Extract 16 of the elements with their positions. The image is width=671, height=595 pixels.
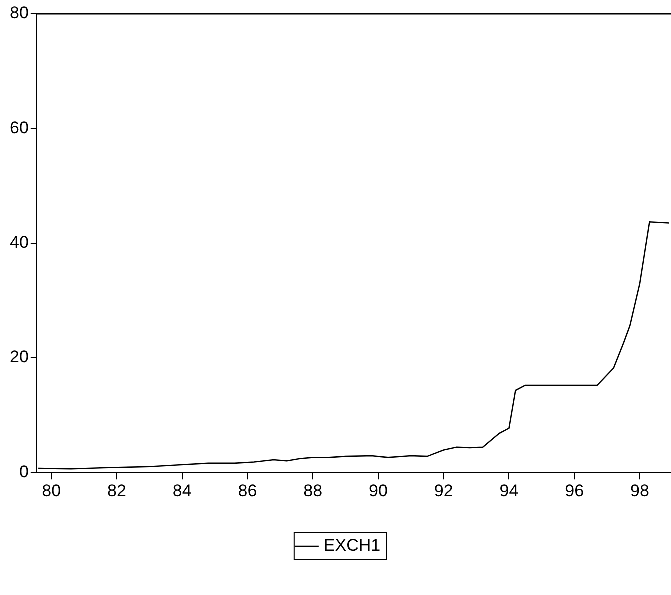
x-tick-label: 98 <box>630 481 650 500</box>
y-tick-label: 0 <box>19 462 29 482</box>
x-tick-label: 92 <box>434 481 454 500</box>
x-tick-label: 94 <box>500 481 519 500</box>
y-tick-label: 20 <box>10 348 29 367</box>
x-tick-label: 88 <box>304 481 323 500</box>
x-tick-label: 82 <box>108 481 126 500</box>
x-tick-label: 80 <box>42 481 62 500</box>
x-tick-label: 96 <box>565 481 584 500</box>
y-tick-label: 40 <box>10 232 29 252</box>
x-tick-label: 86 <box>238 481 258 500</box>
x-tick-label: 84 <box>172 481 192 500</box>
legend-label: EXCH1 <box>324 536 381 556</box>
y-tick-label: 80 <box>10 4 29 23</box>
y-tick-label: 60 <box>10 118 29 138</box>
x-tick-label: 90 <box>369 481 388 500</box>
